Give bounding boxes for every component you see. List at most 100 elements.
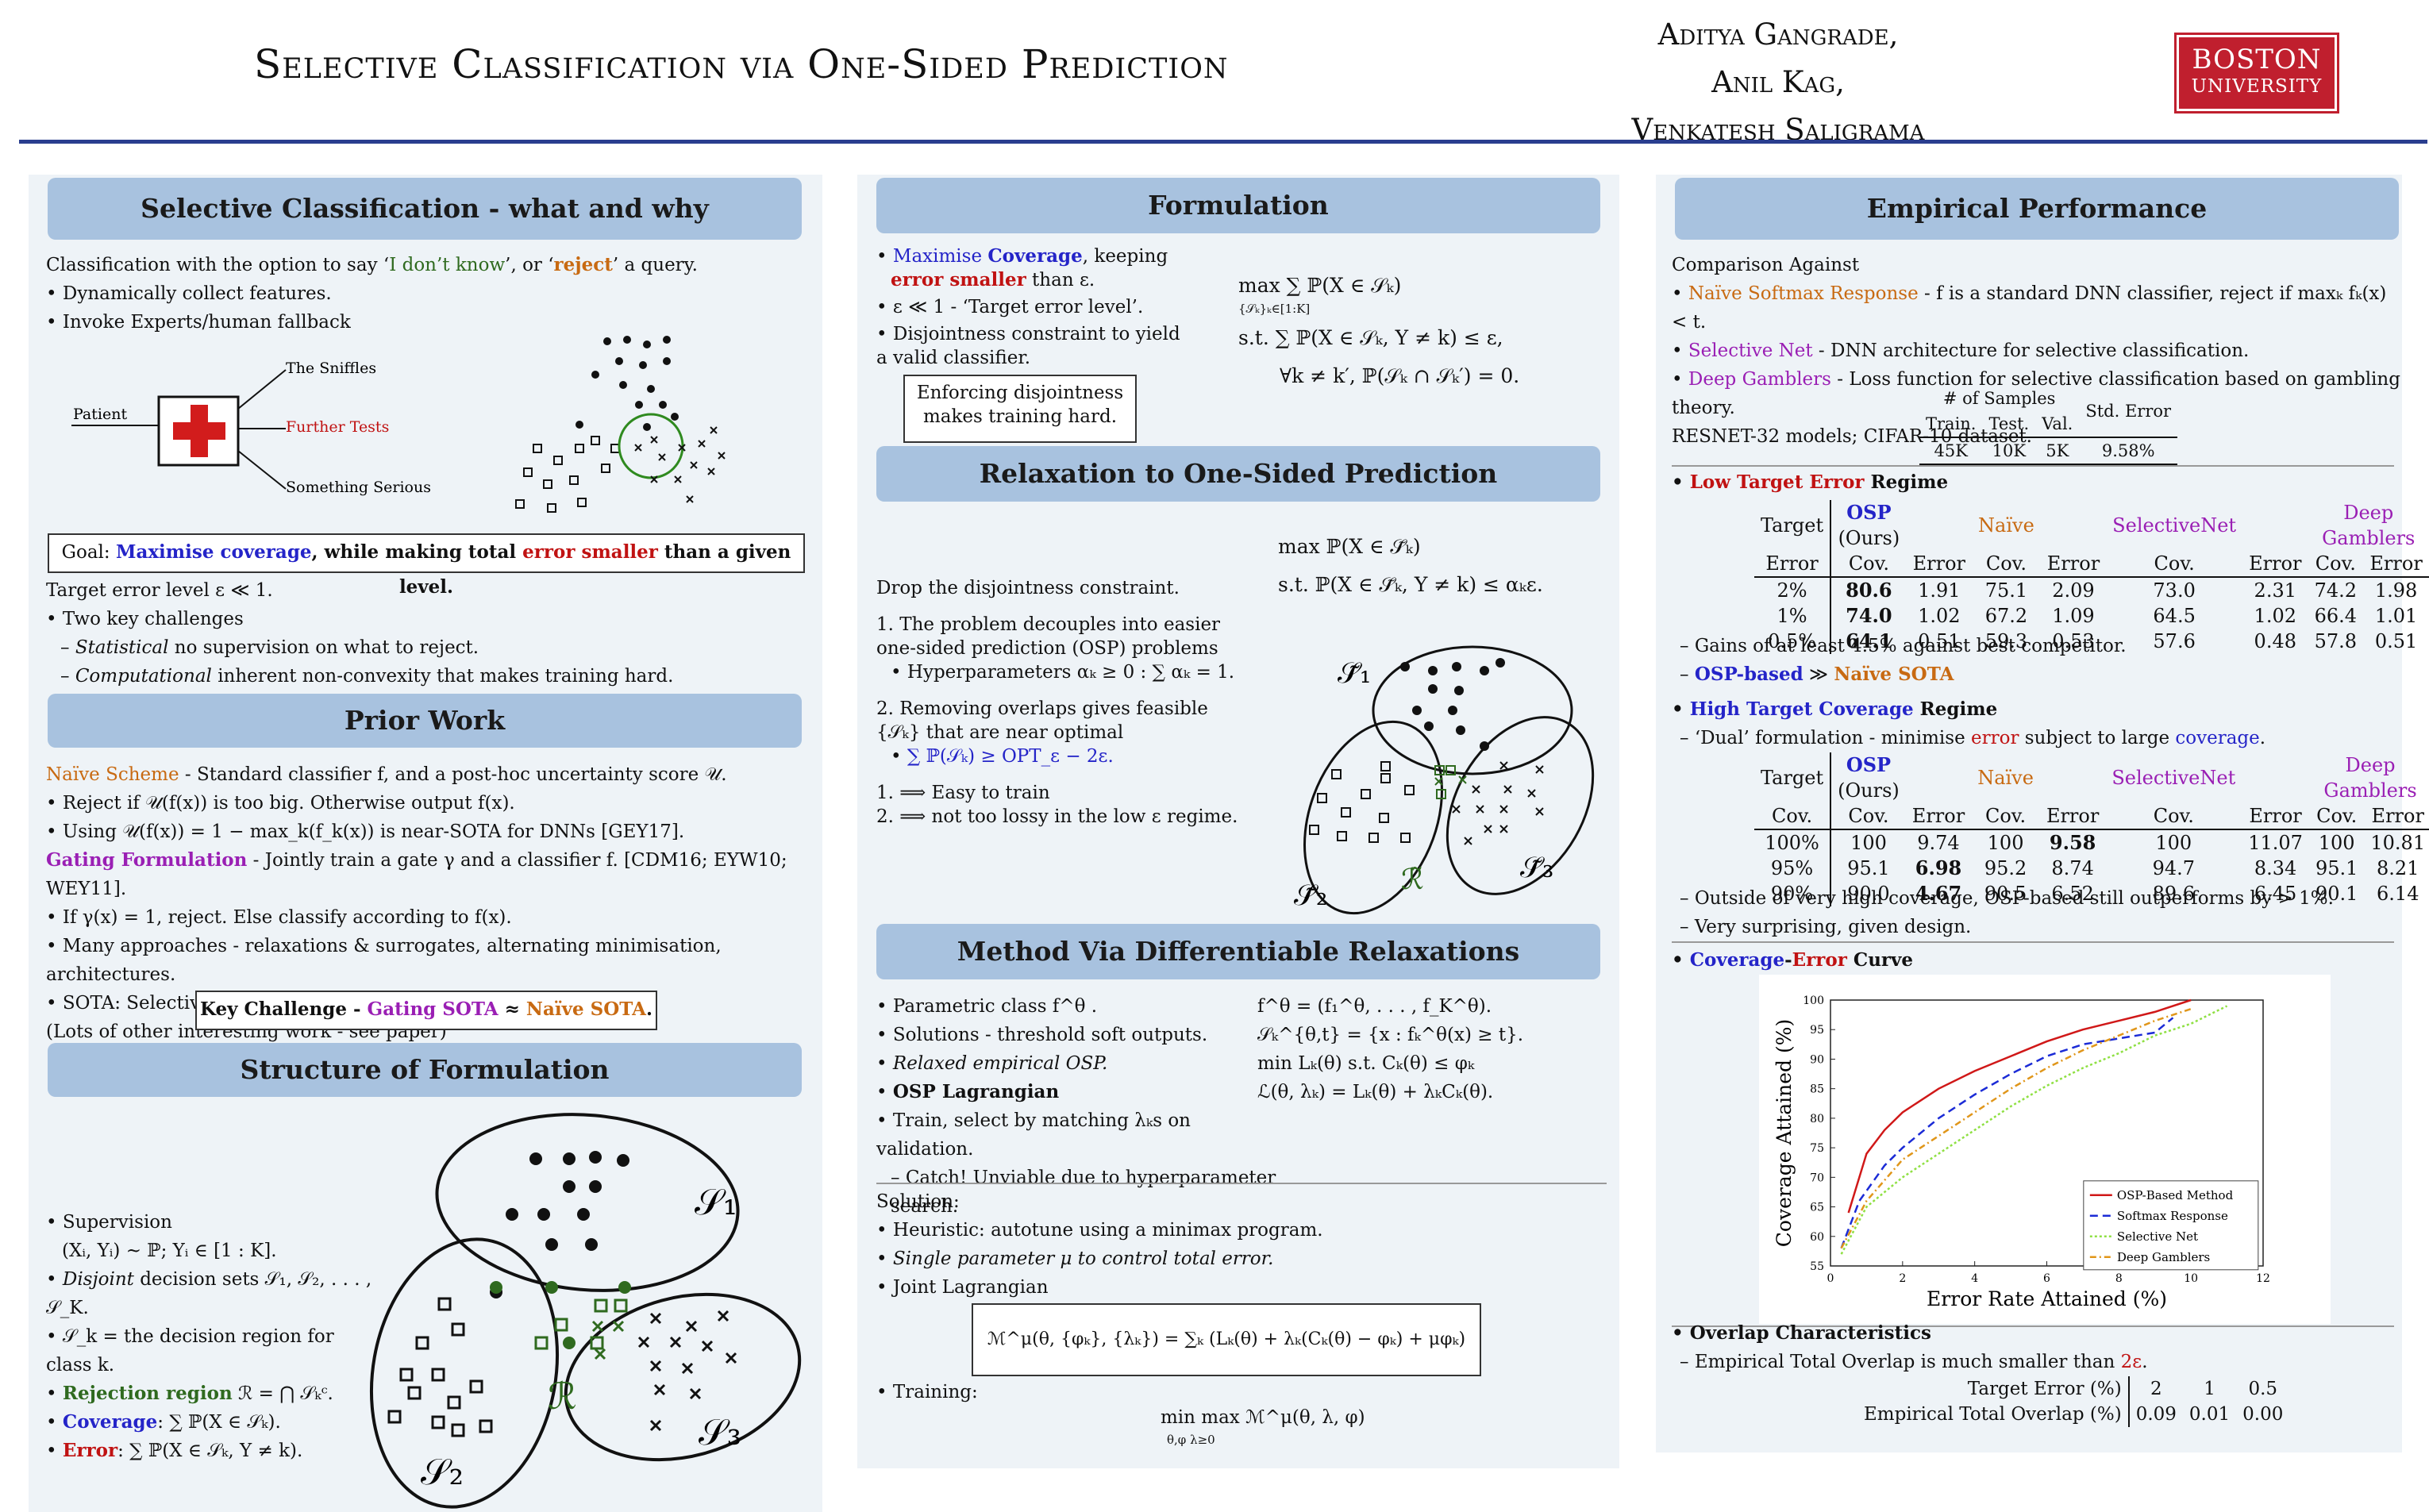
dual-line: – ‘Dual’ formulation - minimise error su… <box>1680 728 2266 748</box>
x-axis-label: Error Rate Attained (%) <box>1927 1287 2167 1310</box>
method-text-left: • Parametric class f^θ . • Solutions - t… <box>876 992 1289 1221</box>
y-tick-label: 65 <box>1810 1202 1824 1214</box>
test-header: Test. <box>1988 414 2030 433</box>
eq-disjoint: ∀k ≠ k′, ℙ(𝒮ₖ ∩ 𝒮ₖ′) = 0. <box>1280 364 1520 387</box>
section-heading: Structure of Formulation <box>48 1043 802 1097</box>
overlap-heading: • Overlap Characteristics <box>1672 1322 1931 1344</box>
scatter-illustration <box>515 336 726 513</box>
y-axis-label: Coverage Attained (%) <box>1773 1019 1796 1247</box>
set-s3-label: 𝒮₃ <box>699 1410 741 1453</box>
y-tick-label: 70 <box>1810 1172 1824 1184</box>
author-3: Venkatesh Saligrama <box>1631 113 1925 147</box>
legend-box <box>2083 1180 2259 1271</box>
university-logo: BOSTON UNIVERSITY <box>2174 33 2339 113</box>
x-tick-label: 2 <box>1899 1272 1906 1285</box>
solution-heading: Solution: <box>876 1191 960 1212</box>
set-s3-tilde-label: 𝒮̃₃ <box>1520 852 1553 884</box>
train-header: Train. <box>1926 414 1977 433</box>
training-line: • Training: <box>876 1382 978 1402</box>
section-heading: Method Via Differentiable Relaxations <box>876 924 1600 979</box>
legend-label-1: Softmax Response <box>2117 1209 2228 1223</box>
bullet: • If γ(x) = 1, reject. Else classify acc… <box>46 907 512 928</box>
sub-bullet: • Hyperparameters αₖ ≥ 0 : ∑ αₖ = 1. <box>891 662 1235 683</box>
intro-line: Classification with the option to say ‘I… <box>46 254 698 275</box>
table-row: 2% 80.6 1.91 75.1 2.09 73.0 2.31 74.2 1.98 <box>1777 577 2418 603</box>
overlap-line: – Empirical Total Overlap is much smalle… <box>1680 1352 2148 1372</box>
bullet: • Invoke Experts/human fallback <box>46 312 351 333</box>
coverage-error-chart: 0 2 4 6 8 10 12 55 60 65 70 75 80 85 90 95 100 Error Rate… <box>1759 975 2331 1324</box>
bullet: • Relaxed empirical OSP. <box>876 1053 1108 1074</box>
eq-osp-st: s.t. ℙ(X ∈ 𝒮̃ₖ, Y ≠ k) ≤ αₖε. <box>1278 573 1543 596</box>
curve-heading: • Coverage-Error Curve <box>1672 949 1914 971</box>
relaxation-text: Drop the disjointness constraint. 1. The… <box>876 576 1241 829</box>
lagrangian-eq: ℒ(θ, λₖ) = Lₖ(θ) + λₖCₖ(θ). <box>1257 1082 1494 1102</box>
bullet: • Two key challenges <box>46 609 244 629</box>
section-heading: Formulation <box>876 178 1600 233</box>
fig-serious-label: Something Serious <box>286 479 431 496</box>
bullet: • Rejection region ℛ = ⋂ 𝒮ₖᶜ. <box>46 1383 333 1404</box>
conclusion-2: 2. ⟹ not too lossy in the low ε regime. <box>876 806 1238 827</box>
bullet: • Error: ∑ ℙ(X ∈ 𝒮ₖ, Y ≠ k). <box>46 1440 303 1461</box>
sub-bullet: – Very surprising, given design. <box>1680 917 1972 937</box>
models-line: RESNET-32 models; CIFAR-10 dataset. <box>1672 426 2032 447</box>
naive-line: Naïve Scheme - Standard classifier f, an… <box>46 764 727 785</box>
author-2: Anil Kag, <box>1711 65 1845 99</box>
eq-max: max ∑ ℙ(X ∈ 𝒮ₖ) <box>1238 274 1402 297</box>
threshold-eq: 𝒮ₖ^{θ,t} = {x : fₖ^θ(x) ≥ t}. <box>1257 1025 1524 1045</box>
bullet: • Heuristic: autotune using a minimax pr… <box>876 1220 1323 1241</box>
osp-diagram: 𝒮̃₁ 𝒮̃₂ 𝒮̃₃ ℛ̃ <box>1294 645 1595 915</box>
bullet: • Naïve Softmax Response - f is a standa… <box>1672 283 2387 333</box>
bullet: • 𝒮_k = the decision region for class k. <box>46 1326 334 1375</box>
header-rule <box>19 140 2427 144</box>
set-s2-tilde-label: 𝒮̃₂ <box>1294 879 1327 912</box>
y-tick-label: 85 <box>1810 1083 1824 1096</box>
divider <box>876 1183 1607 1184</box>
gate-line: Gating Formulation - Jointly train a gat… <box>46 849 787 899</box>
low-error-table: Target OSP (Ours) Naïve SelectiveNet Deep Ga… <box>1754 500 2429 654</box>
set-s1-tilde-label: 𝒮̃₁ <box>1338 657 1371 690</box>
bullet: • Disjoint decision sets 𝒮₁, 𝒮₂, . . . ,… <box>46 1269 372 1318</box>
comparison-heading: Comparison Against <box>1672 255 1860 275</box>
formulation-equation: max ∑ ℙ(X ∈ 𝒮ₖ) {𝒮ₖ}ₖ∈[1:K] s.t. ∑ ℙ(X ∈… <box>1238 270 1611 392</box>
training-eq: min max ℳ^μ(θ, λ, φ) <box>1161 1407 1365 1428</box>
series-line-3 <box>1840 1007 2192 1249</box>
cell: 5K <box>2046 441 2069 460</box>
bullet: • Single parameter μ to control total er… <box>876 1248 1274 1269</box>
section-heading: Prior Work <box>48 694 802 748</box>
sub-bullet: – Statistical no supervision on what to … <box>60 637 479 658</box>
bullet: • Coverage: ∑ ℙ(X ∈ 𝒮ₖ). <box>46 1411 281 1433</box>
bullet: • Joint Lagrangian <box>876 1277 1049 1298</box>
goal-box: Goal: Maximise coverage, while making to… <box>48 533 805 598</box>
series-line-2 <box>1840 1005 2228 1255</box>
bullet: • Using 𝒰(f(x)) = 1 − max_k(f_k(x)) is n… <box>46 821 685 842</box>
x-tick-label: 10 <box>2184 1272 2198 1285</box>
method-text-right: f^θ = (f₁^θ, . . . , f_K^θ). 𝒮ₖ^{θ,t} = … <box>1257 992 1599 1106</box>
stderr-header: Std. Error <box>2085 402 2172 421</box>
divider <box>1672 465 2394 467</box>
fig-tests-label: Further Tests <box>286 418 389 436</box>
rejection-tilde-label: ℛ̃ <box>1401 864 1424 896</box>
table-row: 1% 74.0 1.02 67.2 1.09 64.5 1.02 66.4 1.01 <box>1777 603 2418 629</box>
disjointness-box: Enforcing disjointness makes training ha… <box>903 375 1137 443</box>
sub-bullet: – Computational inherent non-convexity t… <box>60 666 674 687</box>
divider <box>1672 941 2394 943</box>
poster-title: Selective Classification via One-Sided P… <box>254 41 1229 87</box>
target-line: Target error level ε ≪ 1. <box>46 580 273 601</box>
training-eq-sub: θ,φ λ≥0 <box>1167 1433 1215 1447</box>
y-tick-label: 60 <box>1810 1231 1824 1244</box>
samples-header: # of Samples <box>1942 389 2056 408</box>
divider <box>1672 1325 2394 1327</box>
y-tick-label: 80 <box>1810 1113 1824 1125</box>
param-eq: f^θ = (f₁^θ, . . . , f_K^θ). <box>1257 996 1492 1017</box>
table-row: 90% 90.0 4.67 90.5 6.52 89.6 6.45 90.1 6.14 <box>1770 881 2419 906</box>
section-heading: Selective Classification - what and why <box>48 178 802 240</box>
eq-st: s.t. ∑ ℙ(X ∈ 𝒮ₖ, Y ≠ k) ≤ ε, <box>1238 326 1503 349</box>
x-tick-label: 8 <box>2115 1272 2123 1285</box>
patient-diagram: Patient The Sniffles Further Tests Somet… <box>71 360 431 496</box>
prior-work-text: Naïve Scheme - Standard classifier f, an… <box>46 760 808 1046</box>
bullet: • Supervision <box>46 1212 172 1233</box>
bullet: • Dynamically collect features. <box>46 283 332 304</box>
relaxed-eq: min Lₖ(θ) s.t. Cₖ(θ) ≤ φₖ <box>1257 1053 1475 1074</box>
x-tick-label: 6 <box>2043 1272 2050 1285</box>
challenges-text: Target error level ε ≪ 1. • Two key chal… <box>46 576 808 691</box>
